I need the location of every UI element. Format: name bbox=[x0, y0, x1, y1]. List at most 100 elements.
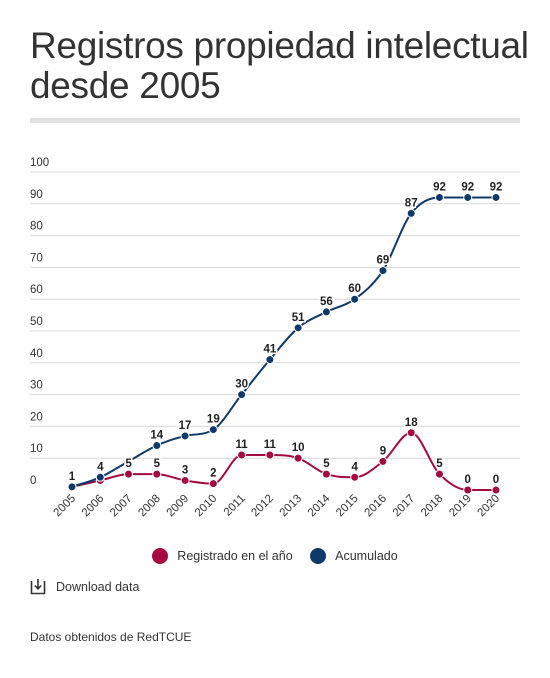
data-point-registrado bbox=[378, 456, 388, 466]
series-line-registrado bbox=[71, 431, 496, 491]
download-data-button[interactable]: Download data bbox=[30, 578, 139, 595]
data-label-acumulado: 92 bbox=[461, 181, 474, 193]
data-point-registrado bbox=[152, 469, 162, 479]
data-point-acumulado bbox=[237, 390, 247, 400]
legend-item-registrado[interactable]: Registrado en el año bbox=[152, 548, 293, 564]
data-label-acumulado: 87 bbox=[405, 197, 418, 209]
series-points bbox=[67, 192, 501, 495]
data-label-acumulado: 60 bbox=[348, 283, 361, 295]
x-axis-ticks: 2005 2006 2007 2008 2009 2010 2011 2012 2013 2014… bbox=[52, 492, 503, 519]
data-label-registrado: 11 bbox=[264, 439, 277, 451]
legend-label-registrado: Registrado en el año bbox=[177, 549, 293, 563]
x-tick-label: 2008 bbox=[136, 493, 163, 520]
data-point-acumulado bbox=[321, 307, 331, 317]
x-tick-label: 2011 bbox=[222, 493, 248, 519]
source-note: Datos obtenidos de RedTCUE bbox=[30, 630, 192, 644]
y-tick-label: 50 bbox=[30, 316, 43, 328]
data-label-registrado: 2 bbox=[210, 468, 216, 480]
data-point-acumulado bbox=[434, 192, 444, 202]
x-tick-label: 2020 bbox=[476, 493, 503, 520]
title-divider bbox=[30, 118, 520, 123]
y-tick-label: 70 bbox=[30, 252, 43, 264]
data-point-acumulado bbox=[463, 192, 473, 202]
y-tick-label: 80 bbox=[30, 221, 43, 233]
data-point-acumulado bbox=[67, 482, 77, 492]
data-point-registrado bbox=[124, 469, 134, 479]
x-tick-label: 2014 bbox=[306, 492, 333, 519]
data-point-registrado bbox=[434, 469, 444, 479]
x-tick-label: 2012 bbox=[249, 493, 276, 520]
data-label-acumulado: 56 bbox=[320, 296, 333, 308]
data-point-acumulado bbox=[208, 425, 218, 435]
data-label-registrado: 0 bbox=[493, 474, 499, 486]
series-line-acumulado bbox=[71, 196, 496, 488]
data-label-acumulado: 30 bbox=[235, 379, 248, 391]
data-point-registrado bbox=[265, 450, 275, 460]
x-tick-label: 2005 bbox=[52, 493, 79, 520]
data-label-registrado: 5 bbox=[436, 458, 443, 470]
x-tick-label: 2009 bbox=[165, 493, 192, 520]
data-label-acumulado: 1 bbox=[69, 471, 76, 483]
data-point-acumulado bbox=[378, 266, 388, 276]
download-data-label: Download data bbox=[56, 579, 140, 594]
data-label-registrado: 11 bbox=[236, 439, 249, 451]
download-icon bbox=[30, 579, 46, 595]
y-tick-label: 40 bbox=[30, 348, 43, 360]
data-label-registrado: 3 bbox=[182, 464, 188, 476]
x-tick-label: 2017 bbox=[391, 493, 418, 520]
series-lines bbox=[71, 196, 496, 491]
legend-swatch-registrado bbox=[152, 548, 169, 564]
data-point-registrado bbox=[237, 450, 247, 460]
data-point-acumulado bbox=[293, 323, 303, 333]
data-point-registrado bbox=[491, 485, 501, 495]
chart-title: Registros propiedad intelectual desde 20… bbox=[30, 25, 529, 106]
data-label-registrado: 10 bbox=[292, 442, 305, 454]
data-label-acumulado: 51 bbox=[292, 312, 305, 324]
legend-item-acumulado[interactable]: Acumulado bbox=[310, 548, 398, 564]
y-tick-label: 60 bbox=[30, 284, 43, 296]
data-point-registrado bbox=[180, 475, 190, 485]
data-label-acumulado: 17 bbox=[179, 420, 192, 432]
data-point-registrado bbox=[406, 428, 416, 438]
chart-legend: Registrado en el año Acumulado bbox=[0, 548, 550, 567]
data-label-registrado: 18 bbox=[405, 417, 418, 429]
y-tick-label: 90 bbox=[30, 189, 43, 201]
y-tick-label: 30 bbox=[30, 380, 43, 392]
data-point-acumulado bbox=[491, 192, 501, 202]
data-point-acumulado bbox=[124, 456, 134, 466]
y-tick-label: 10 bbox=[30, 443, 43, 455]
y-tick-label: 100 bbox=[30, 157, 49, 169]
data-label-acumulado: 41 bbox=[263, 344, 276, 356]
y-axis-ticks: 0 10 20 30 40 50 60 70 80 90 100 bbox=[30, 157, 49, 487]
data-label-acumulado: 92 bbox=[490, 181, 503, 193]
data-label-registrado: 0 bbox=[465, 474, 471, 486]
data-point-registrado bbox=[293, 453, 303, 463]
data-point-acumulado bbox=[152, 440, 162, 450]
x-tick-label: 2018 bbox=[419, 493, 446, 520]
data-label-acumulado: 69 bbox=[377, 255, 390, 267]
data-label-registrado: 5 bbox=[154, 458, 161, 470]
grid-lines bbox=[30, 171, 520, 459]
x-tick-label: 2016 bbox=[362, 493, 389, 520]
data-label-acumulado: 14 bbox=[150, 429, 163, 441]
y-tick-label: 0 bbox=[30, 475, 36, 487]
data-point-acumulado bbox=[265, 355, 275, 365]
x-tick-label: 2019 bbox=[447, 493, 474, 520]
data-point-acumulado bbox=[406, 208, 416, 218]
data-point-acumulado bbox=[95, 472, 105, 482]
legend-swatch-acumulado bbox=[310, 548, 327, 564]
y-tick-label: 20 bbox=[30, 411, 43, 423]
data-label-registrado: 5 bbox=[323, 458, 330, 470]
legend-label-acumulado: Acumulado bbox=[335, 549, 398, 563]
data-label-acumulado: 4 bbox=[97, 461, 104, 473]
data-point-acumulado bbox=[180, 431, 190, 441]
x-tick-label: 2013 bbox=[278, 493, 305, 520]
data-label-acumulado: 19 bbox=[207, 414, 220, 426]
data-label-registrado: 5 bbox=[125, 458, 132, 470]
x-tick-label: 2010 bbox=[193, 493, 220, 520]
x-tick-label: 2015 bbox=[334, 493, 361, 520]
x-tick-label: 2007 bbox=[108, 493, 135, 520]
data-label-registrado: 4 bbox=[351, 461, 358, 473]
